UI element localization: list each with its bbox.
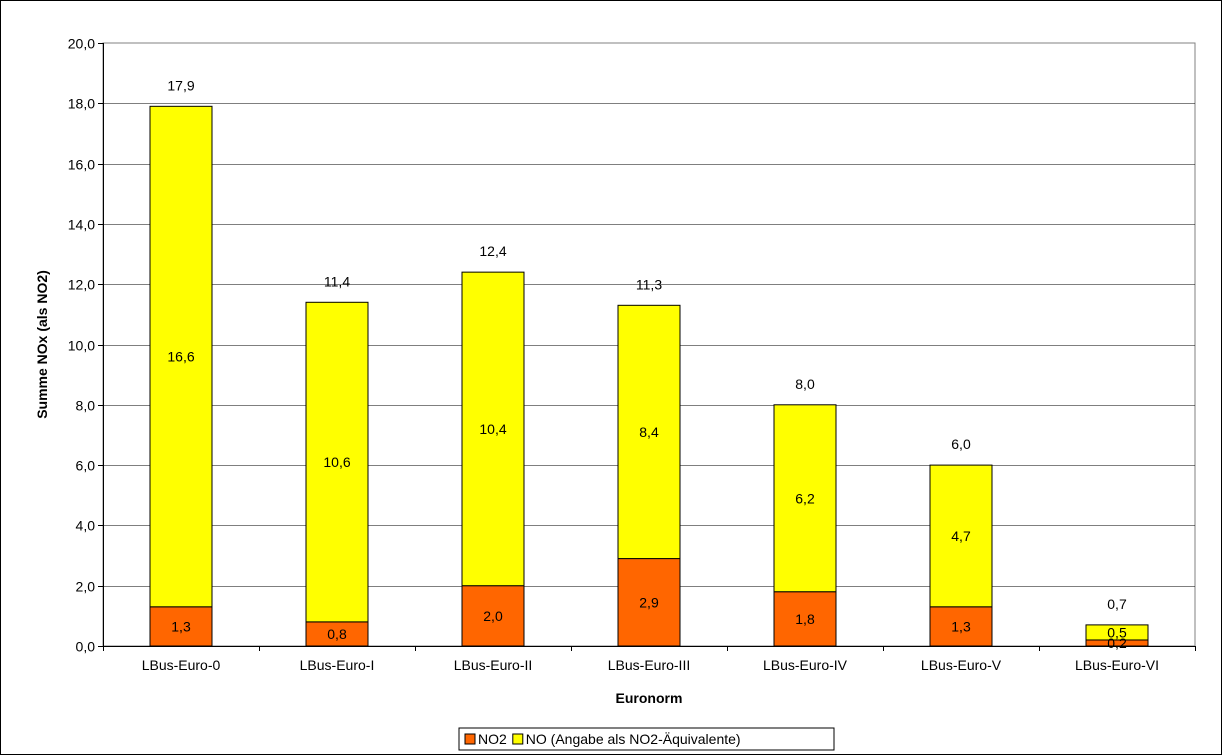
bar-segment-no2: [461, 585, 525, 647]
data-label: 1,8: [795, 611, 815, 627]
x-axis-title: Euronorm: [616, 690, 683, 706]
y-axis-title: Summe NOx (als NO2): [34, 270, 50, 419]
data-label: 10,6: [323, 454, 350, 470]
x-tick-label: LBus-Euro-0: [142, 657, 221, 673]
data-label: 6,2: [795, 490, 815, 506]
data-label: 8,4: [639, 424, 659, 440]
bar-segment-no: [773, 404, 837, 593]
y-tick-label: 14,0: [68, 217, 95, 233]
data-label: 0,8: [327, 626, 347, 642]
bar-segment-no: [305, 301, 369, 623]
data-label: 10,4: [479, 421, 506, 437]
bar-segment-no2: [773, 591, 837, 647]
bar-segment-no: [617, 304, 681, 560]
bar-segment-no: [461, 271, 525, 587]
axes: 0,0 2,0 4,0 6,0 8,0 10,0 12,0 14,0 16,0 18,0 20,0 L…: [68, 36, 1196, 673]
y-tick-label: 16,0: [68, 157, 95, 173]
y-tick-label: 0,0: [76, 639, 96, 655]
y-tick-label: 20,0: [68, 36, 95, 52]
bar-segment-no: [1085, 624, 1149, 641]
bar-segment-no: [149, 105, 213, 608]
y-tick-label: 8,0: [76, 398, 96, 414]
legend-swatch-no2: [464, 733, 476, 745]
legend-label: NO (Angabe als NO2-Äquivalente): [526, 731, 741, 747]
y-tick-label: 4,0: [76, 518, 96, 534]
bar-segment-no2: [149, 606, 213, 647]
data-label: 2,0: [483, 608, 503, 624]
total-label: 12,4: [479, 243, 506, 259]
data-label: 1,3: [951, 618, 971, 634]
total-label: 11,4: [324, 273, 350, 289]
total-label: 8,0: [795, 376, 815, 392]
y-tick-label: 18,0: [68, 96, 95, 112]
x-tick-label: LBus-Euro-III: [608, 657, 690, 673]
x-tick-label: LBus-Euro-V: [921, 657, 1002, 673]
data-label: 16,6: [167, 349, 194, 365]
total-label: 17,9: [167, 77, 194, 93]
legend-label: NO2: [478, 731, 507, 747]
legend-box: [458, 727, 835, 751]
total-label: 6,0: [951, 436, 971, 452]
y-tick-label: 12,0: [68, 277, 95, 293]
x-tick-label: LBus-Euro-VI: [1075, 657, 1159, 673]
bar-segment-no2: [617, 558, 681, 647]
legend-swatch-no: [512, 733, 524, 745]
data-label: 0,2: [1107, 635, 1127, 651]
data-label: 0,5: [1107, 624, 1127, 640]
data-label: 4,7: [951, 528, 971, 544]
total-label: 11,3: [636, 276, 662, 292]
bar-segment-no: [929, 464, 993, 608]
data-labels: 1,3 16,6 17,9 0,8 10,6 11,4 2,0 10,4 12,4 2,9 8,4 1…: [167, 77, 1127, 651]
bars: [149, 105, 1149, 647]
x-tick-label: LBus-Euro-IV: [763, 657, 848, 673]
y-tick-label: 10,0: [68, 338, 95, 354]
data-label: 2,9: [639, 594, 659, 610]
x-tick-label: LBus-Euro-II: [454, 657, 533, 673]
data-label: 1,3: [171, 618, 191, 634]
x-tick-label: LBus-Euro-I: [300, 657, 375, 673]
total-label: 0,7: [1107, 596, 1127, 612]
legend: NO2 NO (Angabe als NO2-Äquivalente): [458, 727, 835, 751]
y-tick-label: 2,0: [76, 579, 96, 595]
y-tick-label: 6,0: [76, 458, 96, 474]
